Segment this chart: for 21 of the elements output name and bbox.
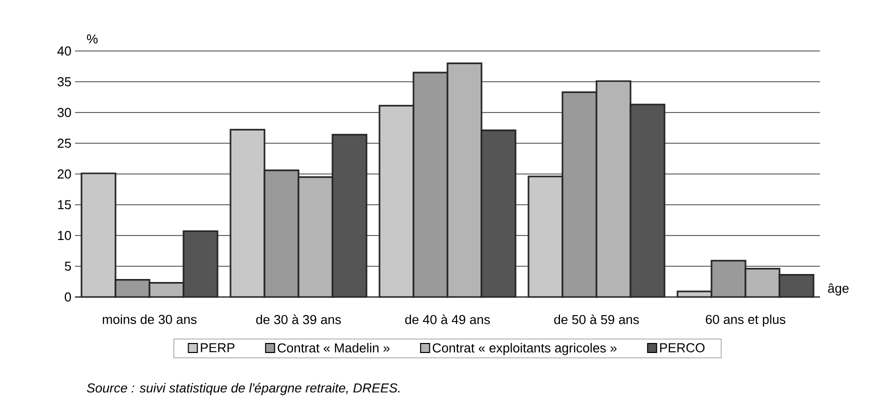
y-tick-label: 0 [64, 292, 71, 302]
x-tick-label: moins de 30 ans [102, 314, 197, 324]
y-tick-label: 40 [57, 46, 71, 56]
y-tick-label: 25 [58, 138, 71, 148]
x-axis-title: âge [828, 283, 849, 296]
legend-label: PERCO [660, 343, 705, 352]
x-tick-label: de 40 à 49 ans [405, 314, 490, 324]
y-tick-label: 10 [58, 230, 71, 240]
legend-label: Contrat « exploitants agricoles » [432, 342, 617, 356]
source-note: Source : suivi statistique de l'épargne retraite, DREES. [86, 382, 400, 396]
x-tick-label: de 50 à 59 ans [554, 314, 639, 324]
y-tick-label: 15 [58, 200, 71, 210]
y-axis-title: % [86, 34, 98, 44]
legend-label: Contrat « Madelin » [278, 342, 390, 353]
legend-label: PERP [200, 343, 234, 352]
y-tick-label: 30 [58, 108, 71, 118]
x-tick-label: de 30 à 39 ans [256, 314, 341, 324]
x-tick-label: 60 ans et plus [706, 314, 786, 327]
y-tick-label: 35 [58, 77, 71, 86]
y-tick-label: 5 [64, 262, 71, 271]
y-tick-label: 20 [58, 169, 71, 179]
